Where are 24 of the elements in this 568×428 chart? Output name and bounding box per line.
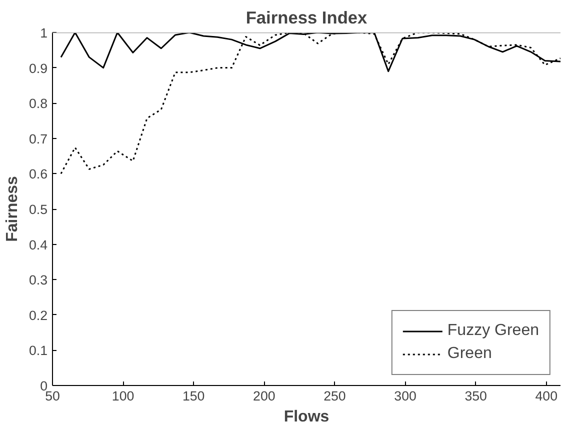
y-tick-label: 0.6 <box>28 166 48 182</box>
x-tick-label: 300 <box>394 388 416 404</box>
x-tick-label: 250 <box>324 388 346 404</box>
y-axis-title: Fairness <box>4 176 21 242</box>
y-tick-label: 0.1 <box>28 343 48 358</box>
y-tick-label: 0.3 <box>28 272 48 288</box>
x-tick-label: 100 <box>112 388 134 404</box>
x-tick-label: 50 <box>45 388 60 404</box>
x-tick-label: 150 <box>182 388 205 404</box>
y-tick-label: 1 <box>40 26 48 40</box>
y-tick-label: 0.7 <box>28 131 48 146</box>
legend-label: Fuzzy Green <box>447 322 539 340</box>
y-tick-label: 0.8 <box>28 96 48 112</box>
chart-title: Fairness Index <box>246 8 368 28</box>
y-tick-label: 0.2 <box>28 308 48 323</box>
y-tick-label: 0.9 <box>28 60 48 76</box>
y-tick-label: 0.5 <box>28 202 48 217</box>
x-axis-title: Flows <box>284 408 330 426</box>
x-tick-label: 200 <box>253 388 276 404</box>
x-tick-label: 350 <box>464 388 487 404</box>
y-tick-label: 0.4 <box>28 237 48 252</box>
x-tick-label: 400 <box>535 388 558 404</box>
legend-label: Green <box>447 345 492 363</box>
line-series <box>60 32 560 174</box>
